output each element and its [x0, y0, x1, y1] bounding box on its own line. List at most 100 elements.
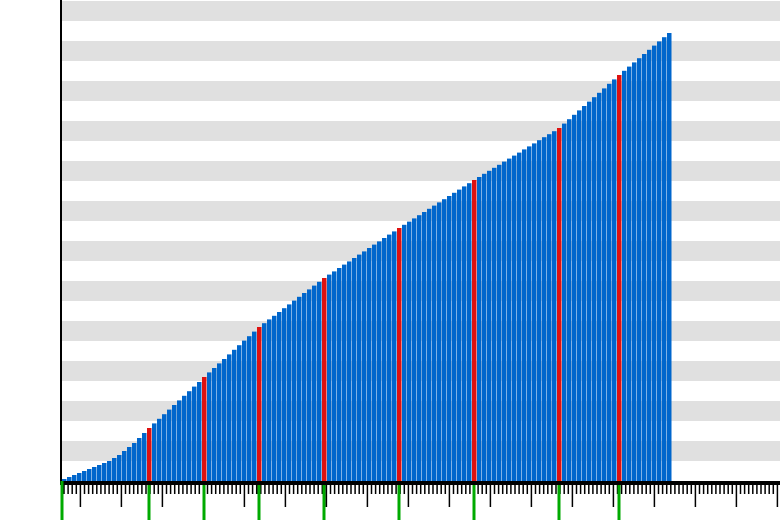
bar [247, 336, 252, 481]
bar [532, 143, 537, 481]
bar [122, 451, 127, 481]
bar [392, 231, 397, 481]
bar [567, 119, 572, 481]
x-axis [60, 481, 780, 485]
bar [527, 146, 532, 481]
bar [222, 359, 227, 481]
bar [402, 224, 407, 482]
bar [117, 455, 122, 481]
bar [277, 312, 282, 481]
bar [547, 134, 552, 481]
bar [317, 281, 322, 481]
bar [417, 215, 422, 481]
bar [252, 331, 257, 481]
bar [332, 271, 337, 481]
bar [172, 405, 177, 481]
bar [187, 391, 192, 481]
bar [232, 349, 237, 481]
bar [457, 189, 462, 481]
bar [212, 368, 217, 481]
grid-band [62, 1, 780, 21]
bar [597, 92, 602, 482]
bar [517, 152, 522, 481]
bar [557, 128, 562, 481]
bar [162, 414, 167, 481]
bar [422, 212, 427, 481]
bar [82, 471, 87, 481]
bar [477, 177, 482, 481]
bar [592, 97, 597, 481]
bar [387, 234, 392, 481]
grid-band [62, 81, 780, 101]
bar [287, 304, 292, 481]
bar [192, 386, 197, 481]
bar [297, 296, 302, 481]
bar [587, 101, 592, 481]
bar [357, 254, 362, 481]
bar [537, 140, 542, 481]
bar [607, 83, 612, 482]
bar [442, 199, 447, 481]
bar [482, 173, 487, 482]
bar [182, 395, 187, 481]
bar [237, 345, 242, 481]
bar [632, 62, 637, 482]
bar [342, 264, 347, 481]
grid-band [62, 121, 780, 141]
bar [667, 33, 672, 481]
bar [112, 458, 117, 481]
bar [542, 137, 547, 481]
bar [77, 473, 82, 481]
bar [412, 218, 417, 481]
bar [157, 418, 162, 481]
bar [437, 202, 442, 481]
bar [492, 167, 497, 482]
bar [227, 354, 232, 481]
bar [617, 75, 622, 481]
bar [272, 315, 277, 481]
bar [627, 66, 632, 481]
bar [372, 244, 377, 481]
bar [267, 319, 272, 481]
bar [447, 196, 452, 481]
bar [657, 41, 662, 482]
bar [207, 372, 212, 481]
bar [572, 114, 577, 482]
bar [487, 170, 492, 482]
bar [362, 251, 367, 481]
bar [377, 241, 382, 481]
bar [562, 123, 567, 481]
bar [132, 443, 137, 481]
bar [622, 70, 627, 482]
bar [652, 45, 657, 481]
bar [137, 438, 142, 481]
grid-band [62, 41, 780, 61]
bar [427, 208, 432, 482]
bar [87, 469, 92, 481]
bar [467, 183, 472, 481]
bar [612, 79, 617, 482]
bar [217, 363, 222, 481]
bar [312, 285, 317, 481]
bar [337, 268, 342, 481]
bar [662, 37, 667, 481]
bar [472, 180, 477, 481]
bar [167, 409, 172, 481]
bar [97, 465, 102, 481]
bar [507, 158, 512, 481]
bar [462, 186, 467, 481]
bar [522, 149, 527, 481]
bar [407, 221, 412, 481]
bar [577, 110, 582, 482]
bar [642, 54, 647, 481]
bar [347, 261, 352, 481]
bar [637, 58, 642, 481]
bar [142, 433, 147, 481]
bar [67, 477, 72, 481]
bar [352, 258, 357, 481]
bar [367, 248, 372, 481]
bar [72, 475, 77, 481]
grid-band [62, 161, 780, 181]
bar [107, 461, 112, 481]
